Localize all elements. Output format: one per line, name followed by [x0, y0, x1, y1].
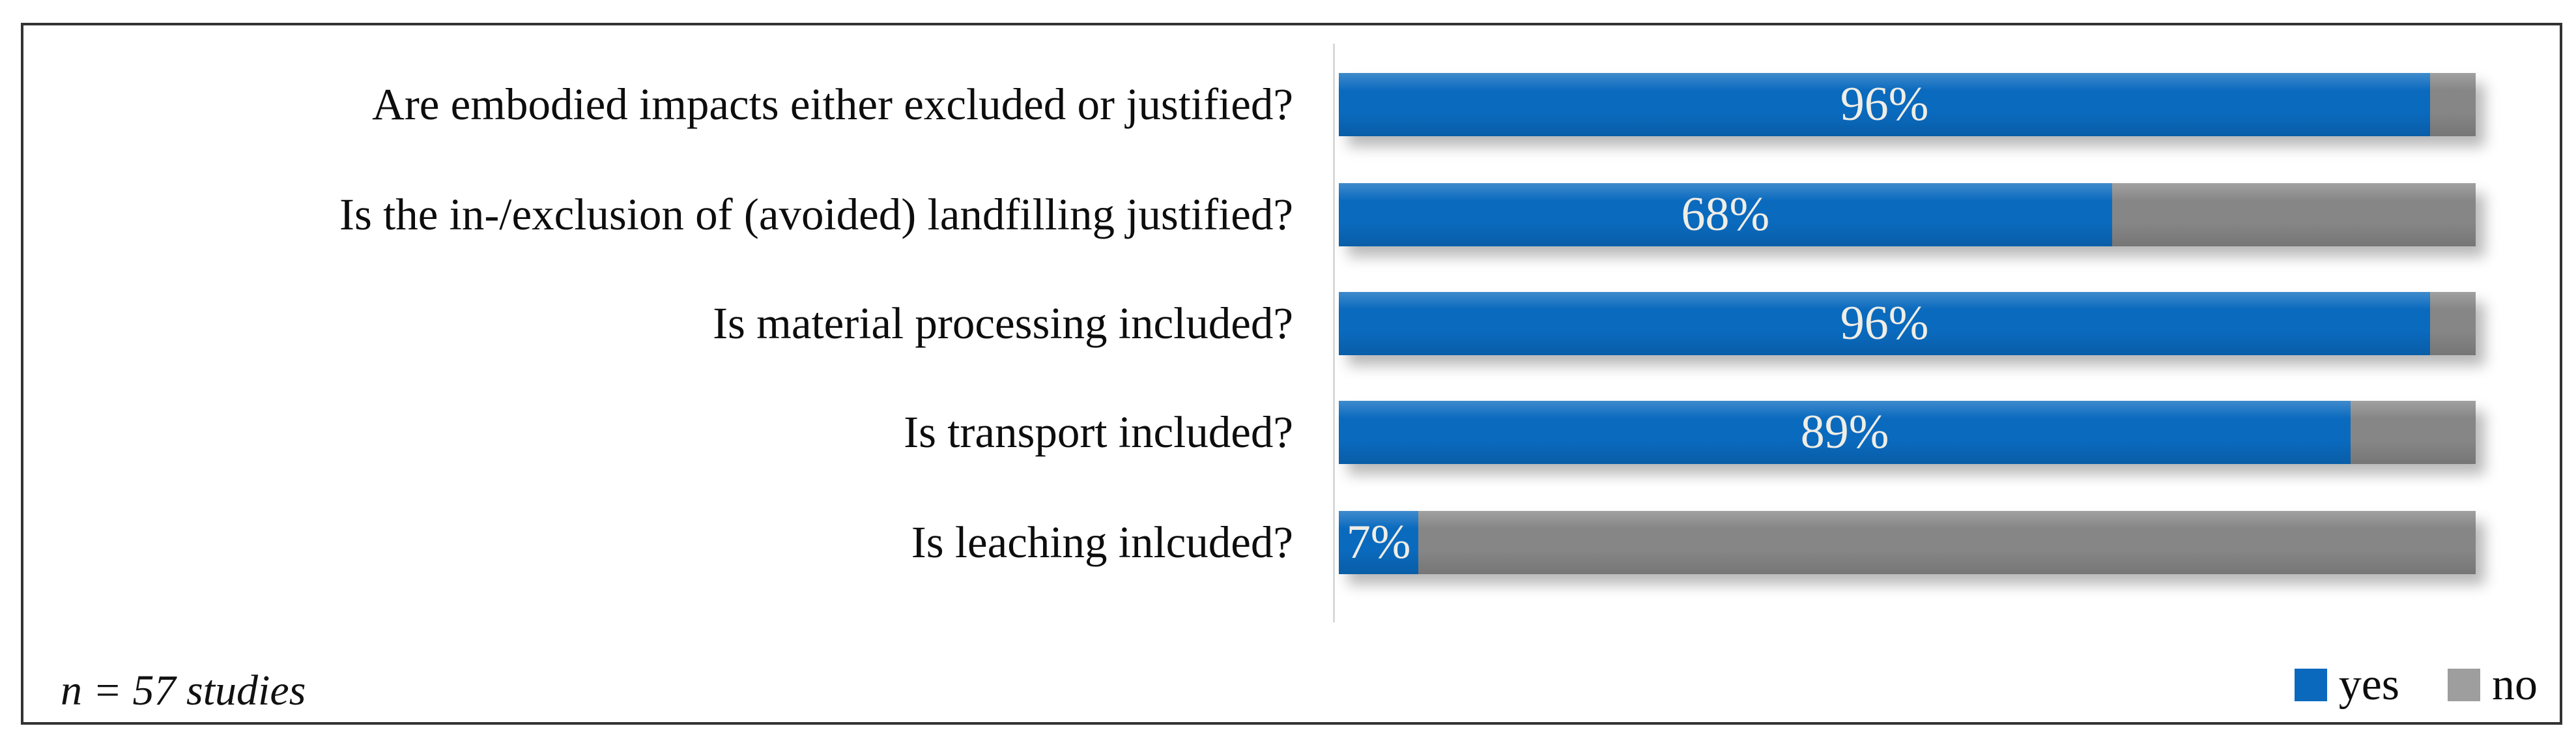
chart-row: Is the in-/exclusion of (avoided) landfi… — [23, 183, 2560, 246]
bar-value-label: 96% — [1840, 297, 1929, 350]
stacked-bar: 96% — [1339, 292, 2476, 355]
bar-value-label: 7% — [1346, 516, 1411, 569]
category-label: Is transport included? — [904, 407, 1293, 457]
chart-row: Are embodied impacts either excluded or … — [23, 73, 2560, 136]
chart-row: Is leaching inlcuded? 7% — [23, 511, 2560, 574]
stacked-bar: 96% — [1339, 73, 2476, 136]
bar-value-label: 96% — [1840, 78, 1929, 131]
legend-swatch-yes — [2294, 669, 2327, 701]
stacked-bar: 68% — [1339, 183, 2476, 246]
chart-row: Is material processing included? 96% — [23, 292, 2560, 355]
legend: yes no — [2294, 660, 2538, 710]
bar-segment-yes: 96% — [1339, 292, 2431, 355]
stacked-bar: 89% — [1339, 401, 2476, 464]
bar-segment-no — [2351, 401, 2476, 464]
bar-segment-no — [2430, 292, 2476, 355]
bar-segment-no — [2430, 73, 2476, 136]
category-label: Is leaching inlcuded? — [911, 517, 1293, 567]
stacked-bar: 7% — [1339, 511, 2476, 574]
category-label: Is material processing included? — [713, 298, 1293, 348]
bar-segment-yes: 7% — [1339, 511, 1419, 574]
category-label: Are embodied impacts either excluded or … — [372, 80, 1293, 129]
bar-value-label: 68% — [1681, 188, 1770, 241]
bar-segment-yes: 68% — [1339, 183, 2112, 246]
legend-label-no: no — [2492, 660, 2538, 710]
bar-segment-no — [2111, 183, 2476, 246]
y-axis-line — [1333, 44, 1335, 622]
category-label: Is the in-/exclusion of (avoided) landfi… — [339, 190, 1293, 239]
legend-swatch-no — [2448, 669, 2480, 701]
bar-segment-yes: 96% — [1339, 73, 2431, 136]
legend-label-yes: yes — [2338, 660, 2399, 710]
chart-frame: Are embodied impacts either excluded or … — [21, 23, 2562, 725]
sample-size-note: n = 57 studies — [61, 667, 306, 714]
bar-segment-yes: 89% — [1339, 401, 2351, 464]
chart-row: Is transport included? 89% — [23, 401, 2560, 464]
bar-segment-no — [1418, 511, 2476, 574]
bar-value-label: 89% — [1800, 405, 1889, 459]
